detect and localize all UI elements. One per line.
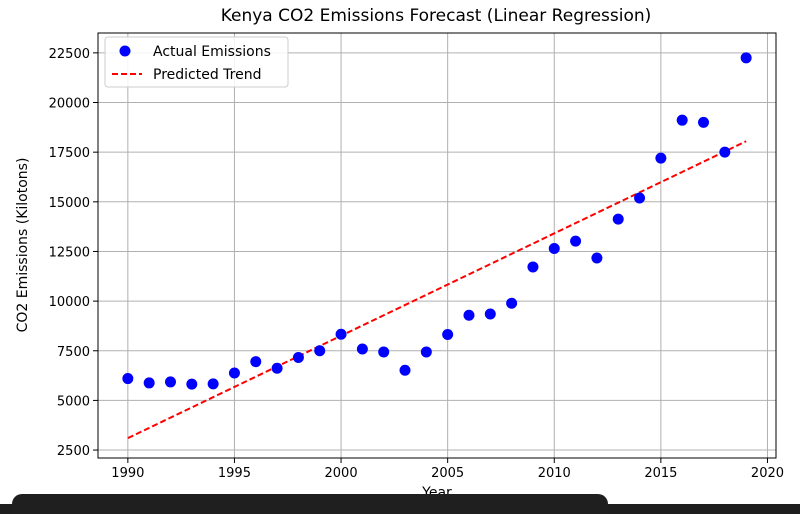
- data-point: [207, 378, 219, 390]
- x-axis-ticks: 1990 1995 2000 2005 2010 2015 2020: [111, 458, 784, 481]
- x-tick-label: 1990: [111, 466, 144, 481]
- x-tick-label: 2015: [644, 466, 677, 481]
- data-point: [314, 345, 326, 357]
- data-point: [442, 328, 454, 340]
- data-point: [271, 362, 283, 374]
- data-point: [228, 367, 240, 379]
- data-point: [143, 377, 155, 389]
- y-axis-ticks: 2500 5000 7500 10000 12500 15000 17500 20000 225…: [49, 47, 98, 459]
- data-point: [122, 373, 134, 385]
- data-point: [506, 297, 518, 309]
- y-tick-label: 7500: [57, 345, 90, 360]
- data-point: [634, 192, 646, 204]
- predicted-trend-line: [127, 140, 747, 440]
- y-tick-label: 20000: [49, 97, 90, 112]
- data-point: [164, 376, 176, 388]
- data-point: [548, 242, 560, 254]
- data-point: [698, 116, 710, 128]
- data-point: [186, 378, 198, 390]
- y-tick-label: 15000: [49, 196, 90, 211]
- x-tick-label: 1995: [218, 466, 251, 481]
- data-point: [591, 252, 603, 264]
- data-point: [740, 52, 752, 64]
- data-point: [378, 346, 390, 358]
- data-point: [570, 235, 582, 247]
- legend-label-predicted: Predicted Trend: [153, 67, 262, 83]
- data-point: [719, 146, 731, 158]
- points-layer: [122, 52, 752, 390]
- y-tick-label: 22500: [49, 47, 90, 62]
- data-point: [420, 346, 432, 358]
- y-tick-label: 10000: [49, 295, 90, 310]
- legend: Actual Emissions Predicted Trend: [104, 36, 289, 88]
- data-point: [399, 364, 411, 376]
- legend-box: [104, 36, 289, 88]
- y-tick-label: 17500: [49, 146, 90, 161]
- legend-label-actual: Actual Emissions: [153, 44, 271, 60]
- y-tick-label: 5000: [57, 394, 90, 409]
- data-point: [527, 261, 539, 273]
- data-point: [250, 356, 262, 368]
- grid: [98, 33, 776, 458]
- x-tick-label: 2005: [431, 466, 464, 481]
- x-tick-label: 2010: [538, 466, 571, 481]
- bottom-toolbar: [12, 494, 608, 514]
- data-point: [356, 343, 368, 355]
- data-point: [335, 328, 347, 340]
- data-point: [463, 309, 475, 321]
- data-point: [292, 352, 304, 364]
- y-tick-label: 2500: [57, 444, 90, 459]
- chart-title: Kenya CO2 Emissions Forecast (Linear Reg…: [221, 6, 652, 26]
- legend-marker-actual: [119, 45, 131, 57]
- plot-frame: [97, 32, 777, 459]
- data-point: [484, 308, 496, 320]
- x-tick-label: 2020: [751, 466, 784, 481]
- data-point: [676, 114, 688, 126]
- data-point: [655, 152, 667, 164]
- y-axis-label: CO2 Emissions (Kilotons): [15, 158, 31, 333]
- data-point: [612, 213, 624, 225]
- trend-layer: [127, 140, 747, 440]
- y-tick-label: 12500: [49, 245, 90, 260]
- x-tick-label: 2000: [325, 466, 358, 481]
